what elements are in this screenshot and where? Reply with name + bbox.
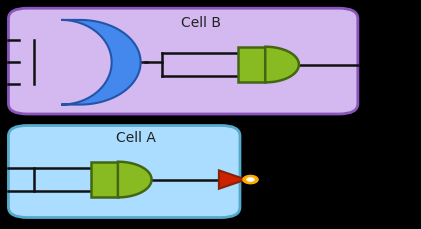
Bar <box>91 162 118 197</box>
Polygon shape <box>219 171 246 189</box>
Circle shape <box>243 176 258 184</box>
Polygon shape <box>118 162 152 197</box>
Bar <box>238 48 265 83</box>
Circle shape <box>246 177 255 182</box>
Polygon shape <box>265 48 299 83</box>
Text: Cell A: Cell A <box>116 130 156 144</box>
Text: Cell B: Cell B <box>181 16 221 30</box>
FancyBboxPatch shape <box>8 9 358 114</box>
FancyBboxPatch shape <box>8 126 240 218</box>
Polygon shape <box>61 21 141 105</box>
